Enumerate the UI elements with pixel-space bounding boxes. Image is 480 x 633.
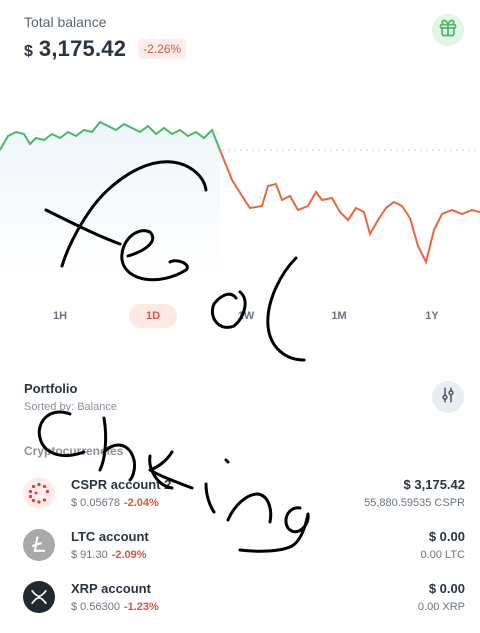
account-price: $ 91.30 -2.09% [71,549,147,561]
range-1d[interactable]: 1D [129,304,177,328]
total-balance-label: Total balance [24,14,107,30]
account-balance: 0.00 XRP [417,601,465,613]
chart-fill [0,122,220,280]
range-1m[interactable]: 1M [331,310,347,322]
range-1w[interactable]: 1W [237,310,255,322]
account-row-ltc[interactable]: LTC account $ 91.30 -2.09% $ 0.00 0.00 LT… [0,529,480,581]
sliders-icon [439,386,457,409]
account-price: $ 0.05678 -2.04% [71,497,159,509]
currency-symbol: $ [24,43,33,60]
balance-change-badge: -2.26% [138,39,187,59]
gift-icon [438,18,458,43]
range-1h[interactable]: 1H [52,310,68,322]
range-1y[interactable]: 1Y [425,310,439,322]
account-row-xrp[interactable]: XRP account $ 0.56300 -1.23% $ 0.00 0.00 … [0,581,480,633]
ltc-icon [23,529,55,561]
total-balance-value: 3,175.42 [38,36,127,61]
balance-row: $ 3,175.42 -2.26% [24,36,187,62]
price-value: $ 91.30 [71,549,108,561]
price-value: $ 0.56300 [71,601,120,613]
price-chart [0,120,480,280]
filter-button[interactable] [432,381,464,413]
account-balance: 0.00 LTC [420,549,465,561]
account-name: XRP account [71,581,151,596]
account-value: $ 3,175.42 [403,477,465,492]
price-change: -2.09% [111,549,147,561]
section-label-crypto: Cryptocurrencies [24,444,124,458]
sort-label[interactable]: Sorted by: Balance [24,401,117,413]
xrp-icon [23,581,55,613]
account-name: LTC account [71,529,149,544]
account-row-cspr[interactable]: CSPR account 2 $ 0.05678 -2.04% $ 3,175.4… [0,477,480,529]
price-change: -2.04% [123,497,159,509]
cspr-icon [23,477,55,509]
portfolio-title: Portfolio [24,381,78,396]
range-selector: 1H 1D 1W 1M 1Y [36,304,456,328]
account-balance: 55,880.59535 CSPR [364,497,465,509]
account-price: $ 0.56300 -1.23% [71,601,159,613]
price-change: -1.23% [123,601,159,613]
price-value: $ 0.05678 [71,497,120,509]
account-value: $ 0.00 [428,529,465,544]
chart-line-up [0,120,221,151]
account-name: CSPR account 2 [71,477,172,492]
account-value: $ 0.00 [428,581,465,596]
gift-button[interactable] [432,14,464,46]
chart-line-down [219,149,480,265]
